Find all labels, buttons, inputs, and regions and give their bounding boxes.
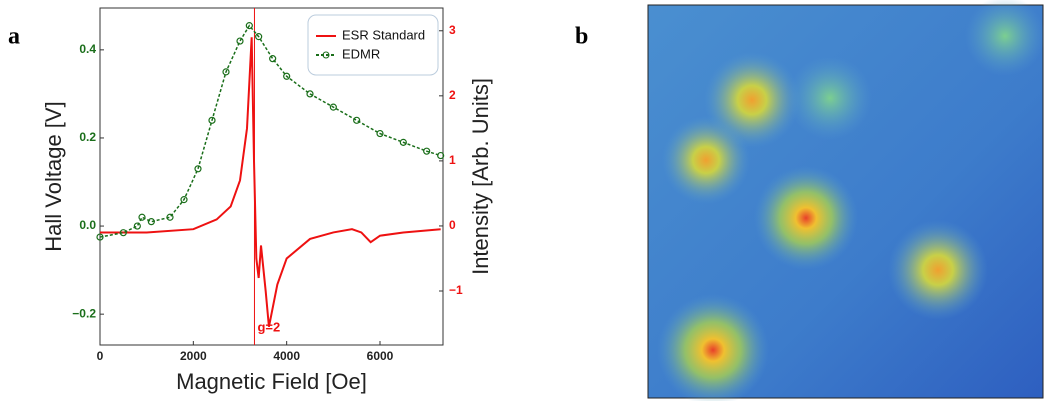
point <box>245 22 253 30</box>
cluster <box>888 220 988 320</box>
panel-label: a <box>8 24 20 50</box>
micrograph <box>647 0 1045 401</box>
legend-box <box>307 14 439 76</box>
cluster <box>965 0 1045 76</box>
y-tick-label: 0.2 <box>79 130 96 144</box>
point <box>208 116 216 124</box>
point <box>437 151 445 160</box>
y2-tick-label: 1 <box>449 153 456 167</box>
point <box>283 72 291 80</box>
legend-label: EDMR <box>342 46 380 61</box>
legend-marker <box>322 51 330 59</box>
point <box>166 213 174 221</box>
point <box>133 222 141 230</box>
y-tick-label: −0.2 <box>72 306 96 320</box>
plot-frame <box>99 7 444 346</box>
point <box>376 129 384 138</box>
point <box>423 147 431 155</box>
point <box>399 138 407 146</box>
point <box>353 116 361 124</box>
x-tick-label: 6000 <box>367 349 394 363</box>
annotation-label: g=2 <box>257 319 280 334</box>
point <box>138 213 146 221</box>
point <box>236 37 244 45</box>
point <box>306 90 314 98</box>
y2-axis-label: Intensity [Arb. Units] <box>468 78 493 275</box>
point <box>147 218 155 226</box>
point <box>222 68 230 76</box>
x-tick-label: 4000 <box>273 349 300 363</box>
y-tick-label: 0.0 <box>79 218 96 232</box>
point <box>329 103 337 111</box>
y2-tick-label: 0 <box>449 218 456 232</box>
x-axis-label: Magnetic Field [Oe] <box>176 369 367 394</box>
cluster <box>662 116 750 204</box>
x-tick-label: 2000 <box>180 349 207 363</box>
series-line <box>100 37 441 327</box>
y2-tick-label: −1 <box>449 283 463 297</box>
legend-label: ESR Standard <box>342 27 425 42</box>
point <box>255 33 263 41</box>
y-tick-label: 0.4 <box>79 42 96 56</box>
panel-label: b <box>575 24 588 50</box>
cluster <box>754 166 858 270</box>
series-line <box>99 24 441 238</box>
x-tick-label: 0 <box>97 349 104 363</box>
cluster <box>657 294 769 401</box>
point <box>194 165 202 173</box>
point <box>96 233 104 241</box>
point <box>119 229 127 237</box>
y2-tick-label: 2 <box>449 88 456 102</box>
y2-tick-label: 3 <box>449 23 456 37</box>
cluster <box>788 56 872 140</box>
point <box>269 55 277 63</box>
y-axis-label: Hall Voltage [V] <box>41 101 66 251</box>
point <box>180 196 188 204</box>
